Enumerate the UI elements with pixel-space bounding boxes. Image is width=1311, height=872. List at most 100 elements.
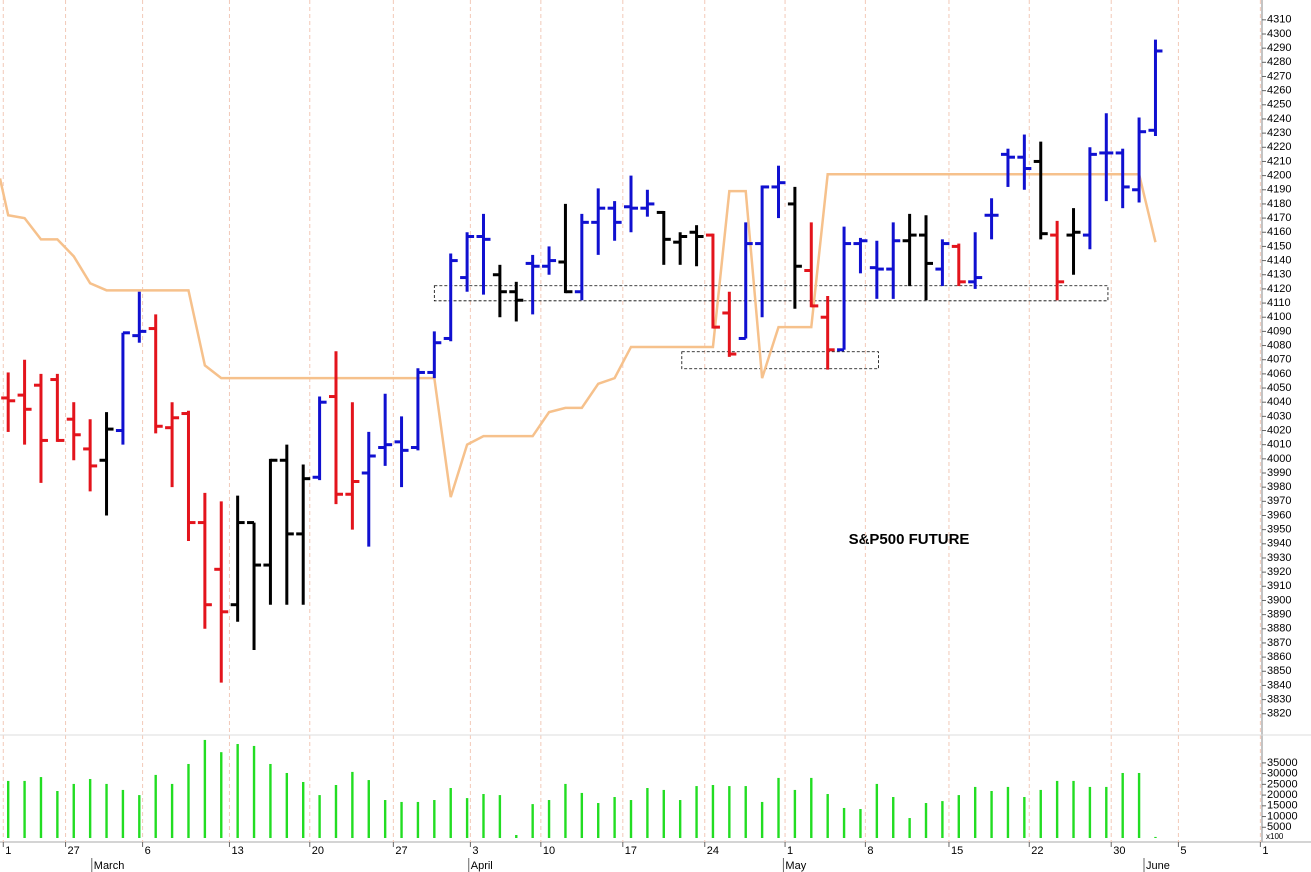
y-tick-label: 4010 bbox=[1267, 439, 1291, 451]
x-tick-label: 1 bbox=[1262, 845, 1268, 857]
volume-bar bbox=[908, 818, 911, 838]
y-tick-label: 3860 bbox=[1267, 651, 1291, 663]
volume-bar bbox=[597, 803, 600, 838]
y-tick-label: 4130 bbox=[1267, 269, 1291, 281]
volume-bar bbox=[121, 789, 125, 838]
y-tick-label: 4170 bbox=[1267, 212, 1291, 224]
y-tick-label: 3900 bbox=[1267, 594, 1291, 606]
y-tick-label: 3890 bbox=[1267, 609, 1291, 621]
y-tick-label: 4160 bbox=[1267, 226, 1291, 238]
volume-bar bbox=[170, 783, 174, 838]
volume-bar bbox=[1055, 780, 1059, 838]
y-tick-label: 3930 bbox=[1267, 552, 1291, 564]
volume-tick-label: 20000 bbox=[1267, 789, 1298, 801]
volume-bar bbox=[23, 780, 26, 838]
annotation: S&P500 FUTURE bbox=[849, 531, 970, 548]
x-tick-label: 20 bbox=[312, 845, 324, 857]
y-tick-label: 4080 bbox=[1267, 339, 1291, 351]
volume-bar bbox=[351, 771, 354, 838]
volume-bar bbox=[711, 784, 715, 838]
y-tick-label: 4270 bbox=[1267, 70, 1291, 82]
y-tick-label: 4110 bbox=[1267, 297, 1291, 309]
x-tick-label: 10 bbox=[543, 845, 555, 857]
volume-bar bbox=[515, 834, 518, 838]
volume-tick-label: 10000 bbox=[1267, 810, 1298, 822]
y-tick-label: 4020 bbox=[1267, 424, 1291, 436]
volume-bar bbox=[810, 777, 813, 838]
y-tick-label: 4060 bbox=[1267, 368, 1291, 380]
volume-bar bbox=[449, 788, 452, 838]
y-tick-label: 3990 bbox=[1267, 467, 1291, 479]
x-tick-label: 30 bbox=[1113, 845, 1125, 857]
y-tick-label: 4120 bbox=[1267, 283, 1291, 295]
volume-bar bbox=[203, 739, 207, 838]
volume-bar bbox=[416, 801, 420, 838]
volume-bar bbox=[973, 786, 977, 838]
volume-bar bbox=[941, 801, 944, 838]
month-label: March bbox=[94, 860, 125, 872]
y-tick-label: 3950 bbox=[1267, 524, 1291, 536]
volume-bar bbox=[138, 795, 141, 838]
volume-bar bbox=[793, 789, 797, 838]
y-tick-label: 4070 bbox=[1267, 354, 1291, 366]
volume-bar bbox=[1105, 786, 1108, 838]
y-tick-label: 4210 bbox=[1267, 155, 1291, 167]
volume-bar bbox=[318, 795, 321, 838]
volume-bar bbox=[744, 786, 747, 838]
volume-tick-label: 35000 bbox=[1267, 757, 1298, 769]
y-tick-label: 3870 bbox=[1267, 637, 1291, 649]
y-tick-label: 3940 bbox=[1267, 538, 1291, 550]
volume-bar bbox=[498, 795, 502, 838]
volume-bar bbox=[6, 780, 10, 838]
zone-box bbox=[433, 285, 1109, 302]
volume-tick-label: 30000 bbox=[1267, 768, 1298, 780]
x-tick-label: 15 bbox=[951, 845, 963, 857]
x-tick-label: 27 bbox=[395, 845, 407, 857]
volume-bar bbox=[613, 797, 616, 838]
volume-bar bbox=[990, 791, 993, 838]
x-tick-label: 1 bbox=[787, 845, 793, 857]
y-tick-label: 4250 bbox=[1267, 99, 1291, 111]
volume-bar bbox=[842, 807, 846, 838]
volume-bar bbox=[728, 786, 731, 838]
month-label: April bbox=[471, 860, 493, 872]
y-tick-label: 4260 bbox=[1267, 85, 1291, 97]
y-tick-label: 3820 bbox=[1267, 708, 1291, 720]
y-tick-label: 3880 bbox=[1267, 623, 1291, 635]
volume-bar bbox=[1006, 786, 1010, 838]
y-tick-label: 4300 bbox=[1267, 28, 1291, 40]
y-tick-label: 3960 bbox=[1267, 509, 1291, 521]
volume-bar bbox=[302, 781, 305, 838]
y-tick-label: 4310 bbox=[1267, 14, 1291, 26]
y-tick-label: 4040 bbox=[1267, 396, 1291, 408]
volume-bar bbox=[72, 783, 75, 838]
y-tick-label: 4220 bbox=[1267, 141, 1291, 153]
y-tick-label: 4100 bbox=[1267, 311, 1291, 323]
volume-bar bbox=[580, 792, 584, 838]
y-tick-label: 4180 bbox=[1267, 198, 1291, 210]
volume-bar bbox=[1023, 797, 1026, 838]
x-tick-label: 24 bbox=[707, 845, 719, 857]
volume-bar bbox=[433, 800, 436, 838]
volume-bar bbox=[1121, 772, 1124, 838]
volume-bar bbox=[400, 801, 403, 838]
volume-bar bbox=[957, 795, 960, 838]
month-label: May bbox=[785, 860, 806, 872]
volume-bar bbox=[547, 800, 551, 838]
volume-bar bbox=[678, 800, 682, 838]
volume-bar bbox=[531, 804, 534, 838]
y-tick-label: 4280 bbox=[1267, 56, 1291, 68]
volume-bar bbox=[367, 780, 370, 838]
x-tick-label: 8 bbox=[867, 845, 873, 857]
volume-bar bbox=[924, 803, 928, 838]
volume-bar bbox=[220, 752, 223, 838]
x-tick-label: 6 bbox=[145, 845, 151, 857]
volume-bar bbox=[629, 800, 633, 838]
y-tick-label: 4050 bbox=[1267, 382, 1291, 394]
volume-bar bbox=[695, 786, 698, 838]
volume-bar bbox=[1137, 772, 1141, 838]
y-tick-label: 4240 bbox=[1267, 113, 1291, 125]
